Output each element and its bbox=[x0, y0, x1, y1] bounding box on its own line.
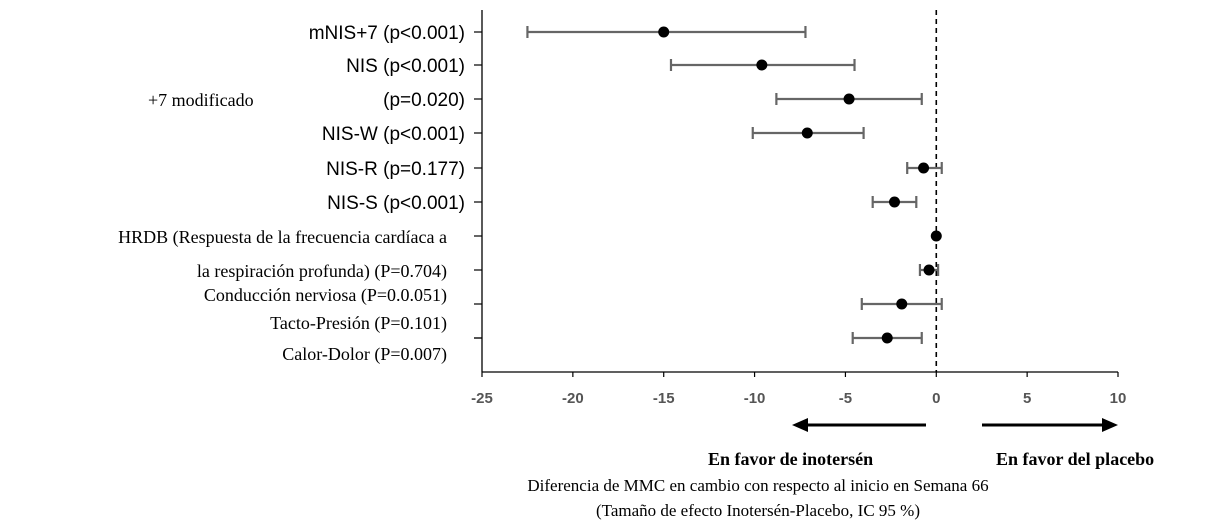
forest-row: Tacto-Presión (P=0.101) bbox=[270, 313, 482, 339]
direction-indicators: En favor de inotersén En favor del place… bbox=[708, 418, 1154, 469]
x-tick-label: -10 bbox=[744, 390, 766, 407]
row-label: NIS-R (p=0.177) bbox=[326, 159, 465, 180]
forest-row: mNIS+7 (p<0.001) bbox=[309, 23, 807, 44]
point-estimate bbox=[801, 127, 813, 139]
point-estimate bbox=[923, 264, 935, 276]
favor-inotersen-label: En favor de inotersén bbox=[708, 449, 873, 469]
row-label: Tacto-Presión (P=0.101) bbox=[270, 313, 447, 334]
row-label: la respiración profunda) (P=0.704) bbox=[197, 261, 447, 282]
x-tick-label: -20 bbox=[562, 390, 584, 407]
point-estimate bbox=[843, 93, 855, 105]
row-label: Calor-Dolor (P=0.007) bbox=[282, 344, 447, 365]
x-axis-title-line-2: (Tamaño de efecto Inotersén-Placebo, IC … bbox=[596, 501, 920, 520]
row-label: NIS-W (p<0.001) bbox=[322, 124, 465, 145]
row-label: NIS (p<0.001) bbox=[346, 56, 465, 77]
forest-row: NIS-W (p<0.001) bbox=[322, 124, 865, 145]
x-axis-title-line-1: Diferencia de MMC en cambio con respecto… bbox=[527, 476, 988, 495]
row-label: HRDB (Respuesta de la frecuencia cardíac… bbox=[118, 227, 447, 248]
axes bbox=[481, 10, 1118, 373]
x-ticks: -25 -20 -15 -10 -5 0 5 10 bbox=[471, 372, 1126, 407]
forest-row: Conducción nerviosa (P=0.0.051) bbox=[204, 285, 943, 310]
forest-row: Calor-Dolor (P=0.007) bbox=[282, 332, 923, 365]
forest-row: NIS-S (p<0.001) bbox=[327, 193, 918, 214]
point-estimate bbox=[888, 196, 900, 208]
rows: mNIS+7 (p<0.001) NIS (p<0.001) +7 modifica… bbox=[118, 23, 943, 365]
point-estimate bbox=[918, 162, 930, 174]
point-estimate bbox=[930, 230, 942, 242]
x-tick-label: 5 bbox=[1023, 390, 1031, 407]
arrow-left-head-icon bbox=[792, 418, 808, 432]
forest-row: la respiración profunda) (P=0.704) bbox=[197, 261, 940, 282]
row-label: Conducción nerviosa (P=0.0.051) bbox=[204, 285, 447, 306]
arrow-right-head-icon bbox=[1102, 418, 1118, 432]
point-estimate bbox=[658, 26, 670, 38]
point-estimate bbox=[756, 59, 768, 71]
favor-placebo-label: En favor del placebo bbox=[996, 449, 1154, 469]
x-tick-label: -15 bbox=[653, 390, 675, 407]
point-estimate bbox=[881, 332, 893, 344]
row-label: mNIS+7 (p<0.001) bbox=[309, 23, 465, 44]
x-axis-title: Diferencia de MMC en cambio con respecto… bbox=[527, 476, 988, 520]
forest-row: NIS-R (p=0.177) bbox=[326, 159, 943, 180]
forest-row: NIS (p<0.001) bbox=[346, 56, 856, 77]
row-label: NIS-S (p<0.001) bbox=[327, 193, 465, 214]
forest-row: +7 modificado (p=0.020) bbox=[148, 90, 923, 111]
forest-row: HRDB (Respuesta de la frecuencia cardíac… bbox=[118, 227, 942, 248]
x-tick-label: 0 bbox=[932, 390, 940, 407]
x-tick-label: -25 bbox=[471, 390, 493, 407]
point-estimate bbox=[896, 298, 908, 310]
row-p-value: (p=0.020) bbox=[383, 90, 465, 111]
x-tick-label: 10 bbox=[1110, 390, 1127, 407]
x-tick-label: -5 bbox=[839, 390, 852, 407]
row-label: +7 modificado bbox=[148, 90, 254, 110]
